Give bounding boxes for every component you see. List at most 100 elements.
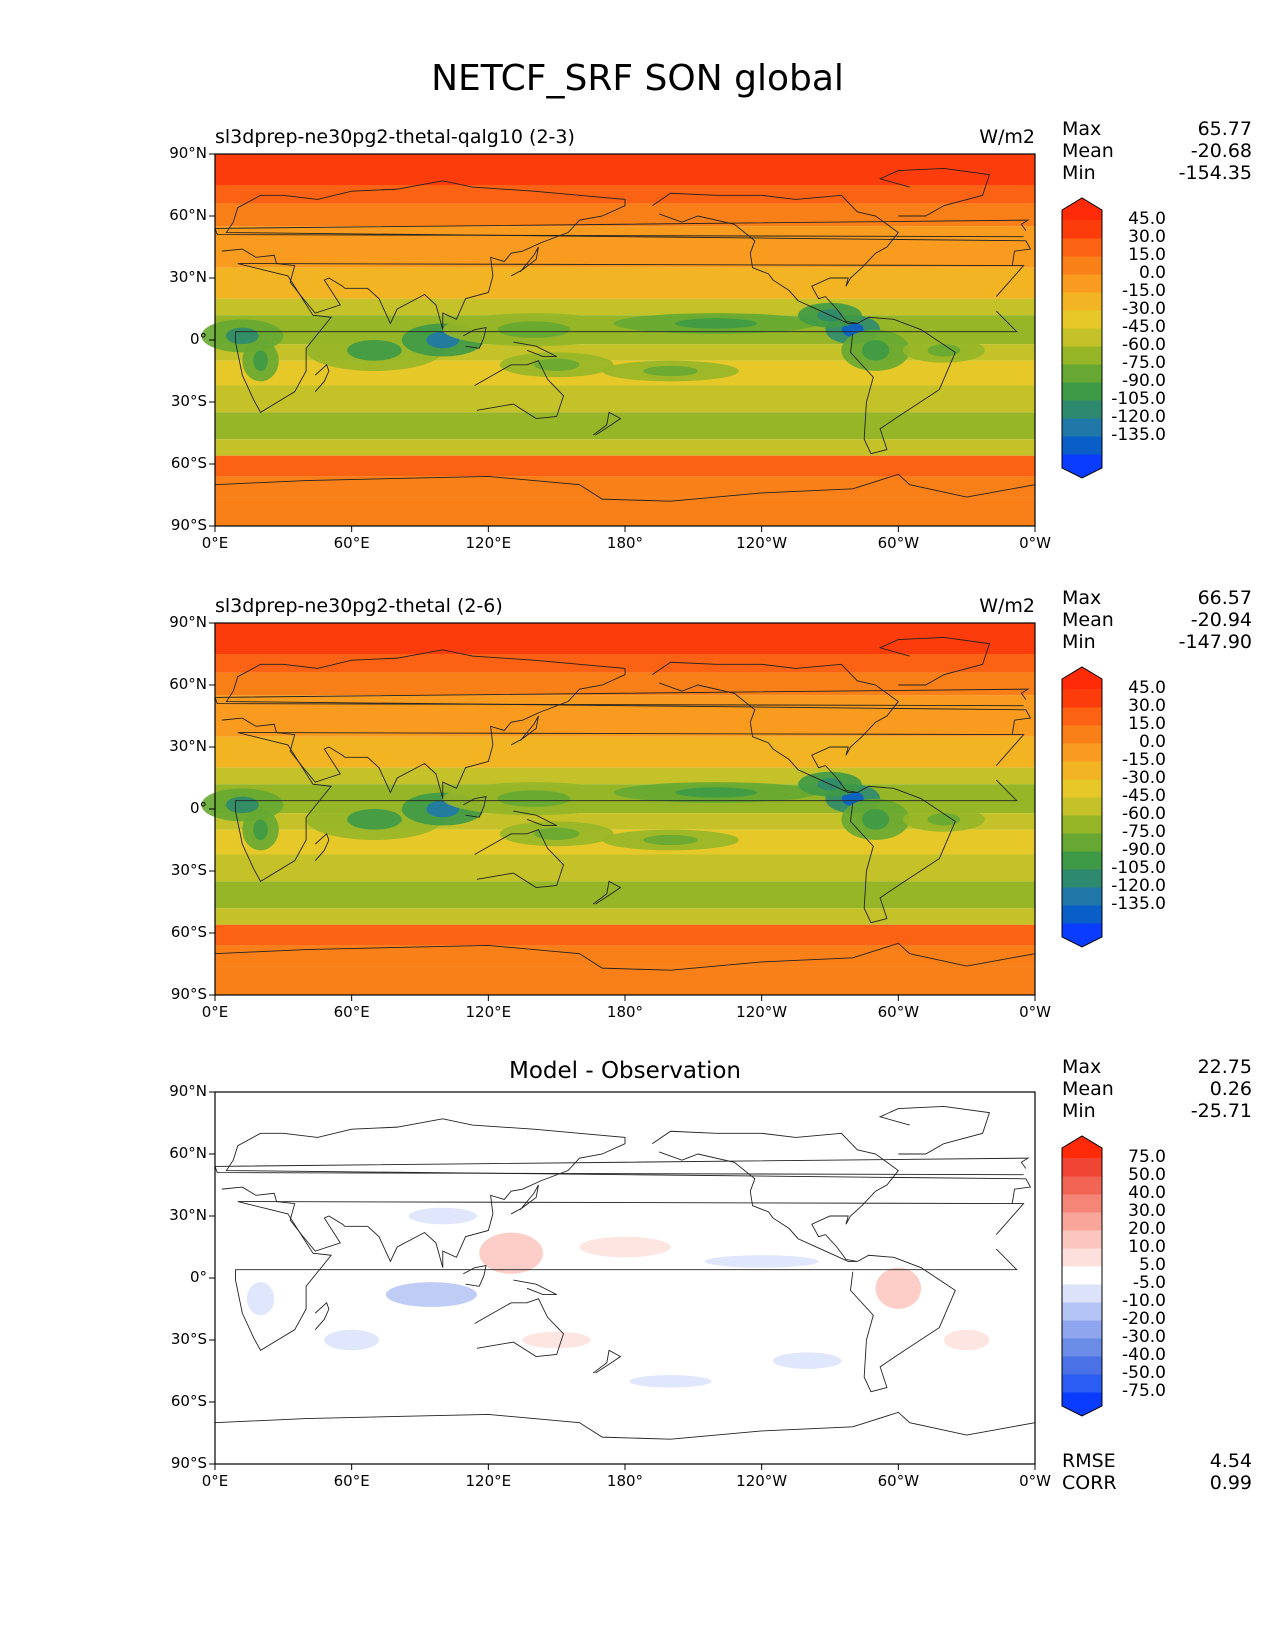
coastline (235, 263, 1025, 413)
stat-min-label: Min (1062, 162, 1096, 184)
y-tick-label: 30°N (169, 1206, 207, 1224)
field-anomaly-core (643, 834, 698, 846)
colorbar-segment (1062, 328, 1102, 347)
coastline (215, 688, 1030, 707)
stat-max-label: Max (1062, 118, 1102, 140)
colorbar-label: -105.0 (1111, 389, 1166, 409)
coastlines (215, 637, 1035, 971)
colorbar-segment (1062, 1356, 1102, 1375)
colorbar-label: -30.0 (1122, 299, 1166, 319)
y-tick-label: 90°N (169, 144, 207, 162)
x-tick-label: 60°E (333, 1472, 370, 1490)
colorbar-segment (1062, 346, 1102, 365)
colorbar-label: 30.0 (1128, 696, 1166, 716)
colorbar-label: 20.0 (1128, 1219, 1166, 1239)
colorbar-extend-max (1062, 198, 1102, 220)
field-band (215, 185, 1035, 204)
field-anomaly-core (253, 350, 268, 371)
colorbar-label: -105.0 (1111, 858, 1166, 878)
stat-mean-value: 0.26 (1209, 1078, 1252, 1100)
coastlines (215, 1106, 1035, 1440)
colorbar-segment (1062, 1248, 1102, 1267)
coastline (463, 1265, 487, 1287)
colorbar-label: -60.0 (1122, 335, 1166, 355)
y-tick-label: 30°S (170, 861, 207, 879)
panel-title: sl3dprep-ne30pg2-thetal-qalg10 (2-3) (215, 126, 575, 148)
coastline (314, 833, 330, 861)
field-band (215, 476, 1035, 498)
diff-anomaly (385, 1282, 477, 1307)
x-tick-label: 180° (606, 1003, 644, 1021)
field-band (215, 154, 1035, 185)
stat-max-value: 65.77 (1197, 118, 1252, 140)
colorbar-outline (1061, 197, 1103, 479)
y-tick-label: 30°N (169, 268, 207, 286)
coastline (215, 942, 1035, 971)
field-band (215, 695, 1035, 737)
colorbar-outline (1061, 666, 1103, 948)
field-band (215, 908, 1035, 925)
field-band (215, 945, 1035, 967)
stat-mean-value: -20.68 (1190, 140, 1252, 162)
x-tick-label: 0°W (1019, 1003, 1051, 1021)
colorbar-segment (1062, 220, 1102, 239)
colorbar-label: -10.0 (1122, 1291, 1166, 1311)
coastline (850, 316, 956, 455)
diff-anomaly (522, 1331, 591, 1349)
field-band (215, 654, 1035, 673)
map-panel-2 (201, 622, 1036, 996)
y-tick-label: 60°S (170, 1392, 207, 1410)
corr-value: 0.99 (1209, 1472, 1252, 1494)
coastline (463, 327, 487, 349)
field-anomaly-core (861, 340, 890, 361)
coastline (878, 637, 991, 686)
x-tick-label: 60°E (333, 534, 370, 552)
stat-min-value: -25.71 (1190, 1100, 1252, 1122)
colorbar-segment (1062, 400, 1102, 419)
colorbar-segment (1062, 1212, 1102, 1231)
stat-mean-label: Mean (1062, 1078, 1114, 1100)
colorbar-segment (1062, 1230, 1102, 1249)
map-panel-1 (201, 153, 1036, 527)
colorbar-label: -60.0 (1122, 804, 1166, 824)
field-band (215, 966, 1035, 995)
coastline (221, 1118, 1032, 1268)
coastline (510, 1184, 539, 1215)
y-tick-label: 60°N (169, 206, 207, 224)
y-tick-label: 60°N (169, 675, 207, 693)
diff-anomaly (943, 1329, 990, 1351)
field-anomaly-core (497, 321, 571, 338)
x-tick-label: 60°E (333, 1003, 370, 1021)
colorbar-segment (1062, 905, 1102, 924)
colorbar-segment (1062, 689, 1102, 708)
stat-max-value: 22.75 (1197, 1056, 1252, 1078)
colorbar-segment (1062, 436, 1102, 455)
coastline (235, 1201, 1025, 1351)
colorbar-segment (1062, 1194, 1102, 1213)
field-anomaly-core (347, 340, 402, 361)
colorbar-label: 75.0 (1128, 1147, 1166, 1167)
y-tick-label: 90°S (170, 985, 207, 1003)
stat-min-label: Min (1062, 631, 1096, 653)
coastline (215, 473, 1035, 502)
stat-min-value: -154.35 (1178, 162, 1252, 184)
colorbar-segment (1062, 292, 1102, 311)
corr-label: CORR (1062, 1472, 1117, 1494)
colorbar-segment (1062, 887, 1102, 906)
x-tick-label: 0°E (201, 1472, 229, 1490)
coastline (510, 715, 539, 746)
diff-anomaly (579, 1236, 671, 1258)
units-label: W/m2 (979, 595, 1035, 617)
diff-anomaly (875, 1267, 922, 1310)
colorbar-segment (1062, 364, 1102, 383)
colorbar-segment (1062, 1266, 1102, 1285)
y-tick-label: 60°N (169, 1144, 207, 1162)
colorbar-segment (1062, 779, 1102, 798)
colorbar-extend-max (1062, 667, 1102, 689)
x-tick-label: 120°W (736, 1003, 788, 1021)
coastline (513, 810, 557, 826)
field-band (215, 497, 1035, 526)
y-tick-label: 90°S (170, 1454, 207, 1472)
y-tick-label: 90°N (169, 1082, 207, 1100)
